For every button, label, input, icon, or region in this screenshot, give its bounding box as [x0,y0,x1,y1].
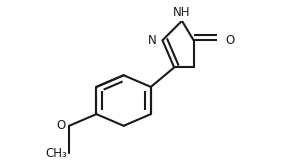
Text: NH: NH [173,6,191,19]
Text: O: O [226,34,235,47]
Text: CH₃: CH₃ [46,146,67,159]
Text: N: N [148,34,157,47]
Text: O: O [56,119,65,132]
